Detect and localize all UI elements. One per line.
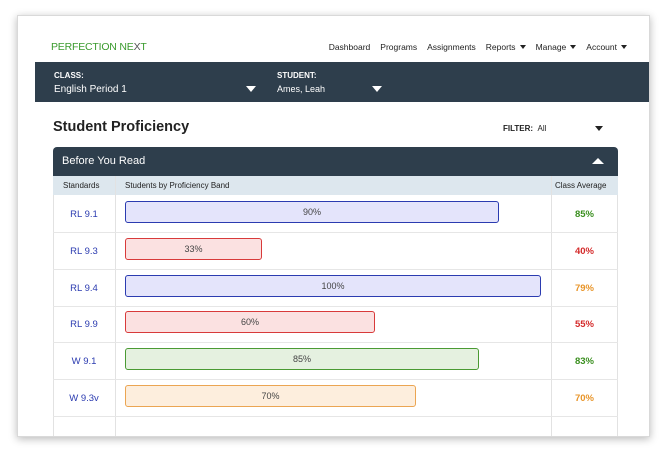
class-dropdown-caret-icon[interactable] (246, 86, 256, 92)
nav-reports[interactable]: Reports (486, 42, 526, 52)
proficiency-bar[interactable]: 60% (125, 311, 375, 334)
proficiency-bar[interactable]: 33% (125, 237, 262, 260)
standard-link[interactable]: RL 9.4 (70, 282, 98, 294)
student-dropdown-caret-icon[interactable] (372, 86, 382, 92)
nav-dashboard-label: Dashboard (328, 42, 371, 52)
logo-text-end: T (140, 41, 147, 53)
nav-account[interactable]: Account (586, 42, 627, 52)
logo-x: X (133, 41, 141, 53)
standard-link[interactable]: W 9.1 (71, 356, 97, 368)
nav-assignments-label: Assignments (427, 42, 476, 52)
standard-link[interactable]: RL 9.1 (70, 209, 98, 220)
proficiency-bar[interactable]: 70% (125, 385, 416, 407)
top-navigation: PERFECTION NEXT Dashboard Programs Assig… (18, 16, 649, 62)
main-menu: Dashboard Programs Assignments Reports M… (319, 42, 627, 52)
table-row: RL 9.4 100% 79% (53, 270, 618, 307)
class-select[interactable]: English Period 1 (54, 84, 127, 95)
standard-link[interactable]: RL 9.9 (70, 319, 98, 331)
nav-manage-label: Manage (535, 42, 567, 52)
panel-header[interactable]: Before You Read (53, 147, 618, 176)
standard-link[interactable]: RL 9.3 (70, 245, 98, 257)
class-student-bar: CLASS: English Period 1 STUDENT: Ames, L… (35, 62, 649, 102)
table-row: RL 9.3 33% 40% (53, 233, 618, 270)
table-header: Standards Students by Proficiency Band C… (53, 176, 618, 195)
chevron-down-icon (570, 45, 577, 49)
app-window: PERFECTION NEXT Dashboard Programs Assig… (17, 15, 650, 437)
nav-programs[interactable]: Programs (380, 42, 417, 52)
chevron-down-icon (519, 45, 526, 49)
table-row: W 9.1 85% 83% (53, 343, 618, 381)
class-average-value: 55% (574, 319, 594, 331)
student-select[interactable]: Ames, Leah (277, 84, 326, 94)
table-row: RL 9.1 90% 85% (53, 196, 618, 233)
proficiency-bar[interactable]: 90% (125, 201, 499, 223)
class-average-value: 79% (574, 282, 594, 294)
filter-dropdown-caret-icon[interactable] (595, 126, 603, 131)
nav-programs-label: Programs (380, 42, 418, 52)
panel-title: Before You Read (62, 155, 146, 167)
page-title: Student Proficiency (53, 119, 190, 135)
filter-control[interactable]: FILTER: All (503, 124, 546, 133)
student-label: STUDENT: (277, 71, 317, 80)
proficiency-panel: Before You Read Standards Students by Pr… (53, 147, 618, 436)
nav-manage[interactable]: Manage (536, 42, 577, 52)
nav-assignments[interactable]: Assignments (427, 42, 476, 52)
class-average-value: 70% (574, 393, 594, 404)
chevron-down-icon (621, 45, 627, 49)
table-row: W 9.3v 70% 70% (53, 380, 618, 417)
class-label: CLASS: (54, 71, 84, 80)
table-row: RL 9.9 60% 55% (53, 306, 618, 344)
col-band-header: Students by Proficiency Band (125, 181, 230, 190)
class-average-value: 83% (574, 356, 594, 368)
standard-link[interactable]: W 9.3v (69, 393, 99, 404)
nav-dashboard[interactable]: Dashboard (329, 42, 371, 52)
proficiency-bar[interactable]: 100% (125, 274, 541, 297)
filter-value: All (537, 124, 547, 133)
col-standards-header: Standards (63, 181, 100, 190)
panel-border-right (617, 195, 618, 436)
proficiency-bar[interactable]: 85% (125, 348, 479, 371)
class-average-value: 85% (574, 209, 594, 220)
filter-label: FILTER: (503, 124, 534, 133)
class-average-value: 40% (574, 245, 594, 257)
collapse-up-icon[interactable] (592, 158, 604, 164)
col-average-header: Class Average (555, 181, 607, 190)
brand-logo[interactable]: PERFECTION NEXT (51, 41, 147, 53)
nav-reports-label: Reports (485, 42, 516, 52)
panel-border-left (53, 195, 54, 436)
logo-text: PERFECTION NE (51, 41, 134, 53)
nav-account-label: Account (586, 42, 617, 52)
